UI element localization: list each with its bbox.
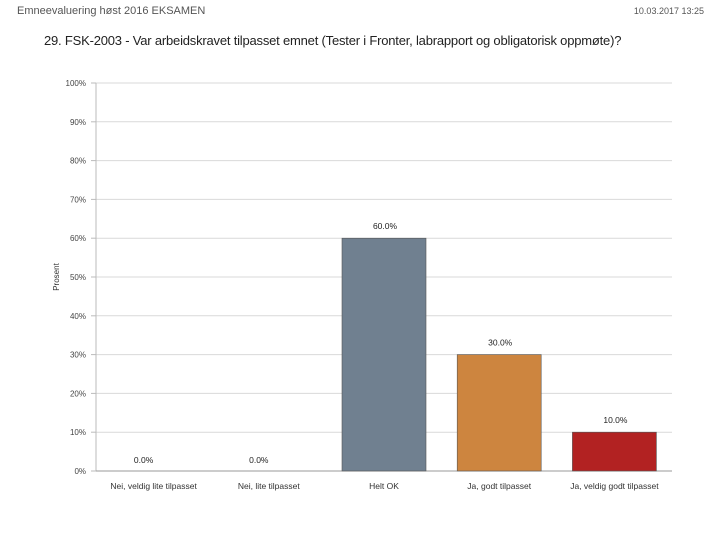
header-timestamp: 10.03.2017 13:25 [633, 6, 704, 16]
y-tick-label: 80% [70, 157, 86, 166]
data-label: 0.0% [134, 455, 154, 465]
y-tick-label: 30% [70, 351, 86, 360]
y-tick-label: 0% [74, 467, 86, 476]
category-label: Ja, godt tilpasset [467, 481, 531, 491]
bar [341, 237, 427, 472]
y-tick-label: 60% [70, 234, 86, 243]
data-label: 0.0% [249, 455, 269, 465]
header-left-title: Emneevaluering høst 2016 EKSAMEN [17, 5, 206, 17]
bar [572, 431, 657, 472]
y-axis-label: Prosent [52, 262, 61, 290]
y-tick-label: 100% [66, 79, 86, 88]
data-label: 30.0% [488, 338, 513, 348]
y-tick-label: 70% [70, 195, 86, 204]
y-tick-label: 40% [70, 312, 86, 321]
y-tick-label: 50% [70, 273, 86, 282]
chart-title: 29. FSK-2003 - Var arbeidskravet tilpass… [44, 33, 622, 48]
category-label: Ja, veldig godt tilpasset [570, 481, 659, 491]
category-label: Nei, veldig lite tilpasset [110, 481, 197, 491]
bar [456, 354, 542, 472]
y-tick-label: 10% [70, 428, 86, 437]
data-label: 10.0% [603, 415, 628, 425]
category-label: Nei, lite tilpasset [238, 481, 301, 491]
y-tick-label: 90% [70, 118, 86, 127]
y-tick-label: 20% [70, 389, 86, 398]
category-label: Helt OK [369, 481, 399, 491]
data-label: 60.0% [373, 221, 398, 231]
